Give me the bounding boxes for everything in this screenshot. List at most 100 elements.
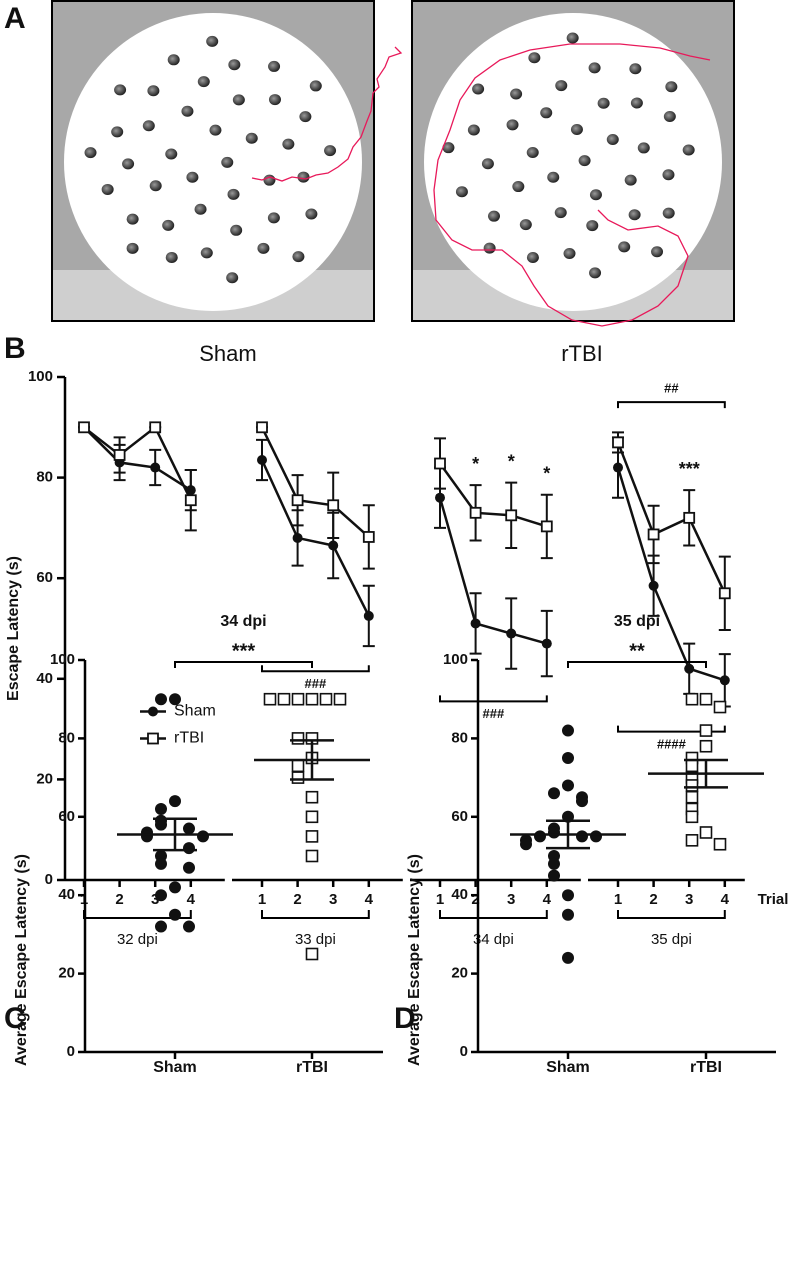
maze-hole [506,119,519,131]
maze-hole [597,97,610,109]
maze-hole [519,219,532,231]
group-label: 32 dpi [117,931,158,948]
marker [78,421,90,434]
data-point [305,830,319,843]
maze-hole [263,174,276,186]
x-tick-label: rTBI [296,1059,328,1076]
maze-hole [472,83,485,95]
maze-hole [226,272,239,284]
data-point [548,869,560,882]
marker [435,492,445,503]
data-point [183,861,195,874]
data-point [305,849,319,863]
maze-hole [200,247,213,259]
significance-label: *** [679,459,700,479]
data-point [183,920,195,933]
marker [362,531,375,543]
maze-hole [197,76,210,88]
maze-hole [309,80,322,92]
legend-label: Sham [174,703,216,720]
image-caption: Sham [199,341,256,366]
data-point [562,779,574,792]
maze-hole [122,158,135,170]
series-line [616,441,726,594]
maze-hole [483,242,496,254]
marker [613,462,623,473]
significance-label: * [508,451,515,471]
panel-label: D [394,1002,416,1035]
maze-hole [526,251,539,263]
data-point [263,692,277,706]
marker [150,462,161,473]
x-tick-label: 2 [115,891,123,908]
x-tick-label: rTBI [690,1059,722,1076]
maze-hole [147,85,160,97]
marker [647,528,660,541]
maze-hole [162,219,175,231]
maze-hole [487,210,500,222]
data-point [197,830,209,843]
x-tick-label: 1 [436,891,444,908]
marker [291,494,304,507]
track-path [251,46,403,182]
data-point [548,787,560,800]
maze-hole [618,241,631,253]
data-point [562,724,574,737]
maze-hole [126,213,139,225]
data-point [699,739,713,753]
y-tick-label: 20 [36,770,53,787]
maze-table [424,13,722,311]
maze-hole [663,110,676,122]
maze-hole [528,52,541,64]
x-tick-label: 3 [151,891,159,908]
group-bracket [439,910,548,919]
marker [718,587,731,600]
data-point [169,795,181,808]
data-point [155,818,167,831]
y-axis-label: Average Escape Latency (s) [13,854,30,1066]
data-point [155,693,167,706]
y-tick-label: 100 [50,651,75,668]
maze-hole [126,242,139,254]
marker [612,436,624,449]
data-point [183,842,195,855]
maze-hole [554,207,567,219]
maze-hole [589,189,602,201]
y-tick-label: 0 [460,1043,468,1060]
maze-hole [662,207,675,219]
y-tick-label: 80 [451,729,468,746]
maze-hole [630,97,643,109]
data-point [562,752,574,764]
maze-hole [651,246,664,258]
marker [505,509,518,522]
significance-label: * [543,463,550,483]
maze-hole [628,209,641,221]
significance-label: #### [657,736,687,751]
y-tick-label: 40 [36,670,53,687]
panel-label: A [4,2,26,35]
data-point [576,795,588,808]
data-point [305,692,319,706]
marker [648,580,659,591]
maze-hole [566,32,579,44]
data-point [169,908,181,921]
series-line [438,462,548,528]
sem-bar [546,819,590,850]
group-bracket [261,910,370,919]
y-tick-label: 60 [451,808,468,825]
data-point [534,830,546,843]
maze-hole [268,94,281,106]
data-point [155,920,167,933]
y-tick-label: 40 [58,886,75,903]
y-tick-label: 40 [451,886,468,903]
x-tick-label: 1 [258,891,266,908]
data-point [590,830,602,843]
maze-hole [624,174,637,186]
significance-bracket [174,661,313,668]
x-tick-label: 3 [685,891,693,908]
data-point [562,951,574,964]
maze-hole [167,54,180,66]
maze-hole [629,63,642,75]
maze-images [51,0,735,327]
maze-hole [221,156,234,168]
